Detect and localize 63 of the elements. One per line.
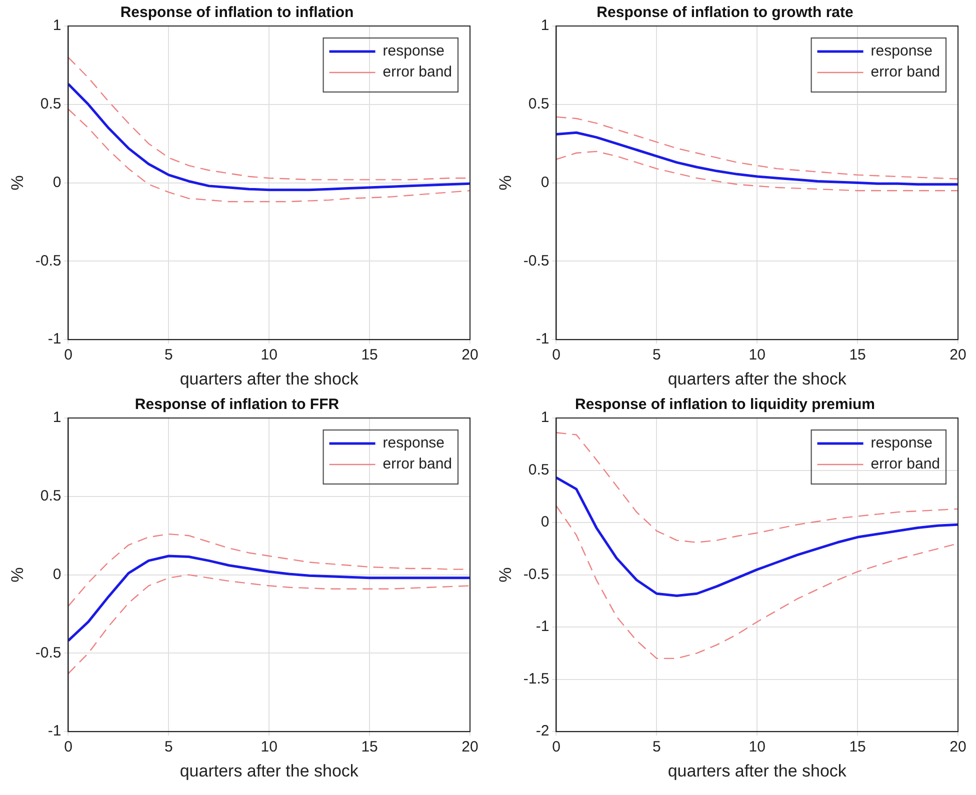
y-tick-label: 0.5	[528, 461, 550, 478]
chart-title: Response of inflation to growth rate	[596, 4, 854, 22]
legend-label: response	[870, 434, 933, 452]
x-tick-label: 0	[64, 346, 72, 364]
x-tick-label: 5	[652, 346, 661, 364]
y-tick-label: -1	[48, 330, 62, 348]
legend-label: error band	[870, 64, 940, 81]
y-tick-label: -0.5	[523, 252, 550, 270]
line-series	[556, 116, 958, 180]
chart-title: Response of inflation to FFR	[134, 396, 340, 414]
y-tick-label: 0	[540, 174, 550, 191]
x-tick-label: 0	[552, 346, 560, 364]
chart-title: Response of inflation to inflation	[120, 4, 354, 22]
x-tick-label: 5	[652, 738, 661, 756]
y-tick-label: -1	[536, 330, 550, 348]
legend-label: error band	[382, 456, 452, 473]
legend-label: response	[382, 434, 445, 452]
y-tick-label: 0.5	[40, 488, 62, 505]
x-axis-title: quarters after the shock	[668, 761, 847, 780]
y-tick-label: -0.5	[523, 566, 550, 583]
y-tick-label: -1	[536, 618, 550, 636]
x-axis-title: quarters after the shock	[668, 369, 847, 388]
legend-label: error band	[870, 456, 940, 473]
legend-label: error band	[382, 64, 452, 81]
x-tick-label: 20	[462, 738, 478, 756]
y-tick-label: 0.5	[40, 96, 62, 113]
x-tick-label: 10	[260, 738, 278, 756]
x-tick-label: 5	[164, 738, 173, 756]
y-tick-label: -2	[536, 722, 550, 740]
y-axis-title: %	[8, 175, 27, 190]
y-axis-title: %	[8, 567, 27, 582]
y-tick-label: 0.5	[528, 96, 550, 113]
y-axis-title: %	[496, 567, 515, 582]
x-tick-label: 0	[552, 738, 560, 756]
x-tick-label: 5	[164, 346, 173, 364]
x-tick-label: 15	[361, 738, 378, 756]
x-tick-label: 15	[849, 738, 866, 756]
legend-label: response	[382, 42, 445, 60]
x-tick-label: 20	[950, 346, 966, 364]
x-tick-label: 15	[361, 346, 378, 364]
y-tick-label: 0	[52, 566, 62, 583]
x-axis-title: quarters after the shock	[180, 369, 359, 388]
x-tick-label: 20	[950, 738, 966, 756]
y-tick-label: 0	[540, 514, 550, 531]
x-tick-label: 0	[64, 738, 72, 756]
y-tick-label: -0.5	[35, 252, 62, 270]
x-tick-label: 10	[260, 346, 278, 364]
y-tick-label: 0	[52, 174, 62, 191]
x-tick-label: 10	[748, 738, 766, 756]
x-tick-label: 20	[462, 346, 478, 364]
x-tick-label: 15	[849, 346, 866, 364]
x-axis-title: quarters after the shock	[180, 761, 359, 780]
y-tick-label: 1	[540, 409, 550, 426]
legend-label: response	[870, 42, 933, 60]
y-tick-label: 1	[52, 409, 62, 426]
y-tick-label: -0.5	[35, 644, 62, 662]
y-tick-label: 1	[52, 17, 62, 34]
chart-title: Response of inflation to liquidity premium	[574, 396, 876, 414]
y-tick-label: -1	[48, 722, 62, 740]
x-tick-label: 10	[748, 346, 766, 364]
y-tick-label: -1.5	[523, 670, 550, 688]
y-tick-label: 1	[540, 17, 550, 34]
y-axis-title: %	[496, 175, 515, 190]
